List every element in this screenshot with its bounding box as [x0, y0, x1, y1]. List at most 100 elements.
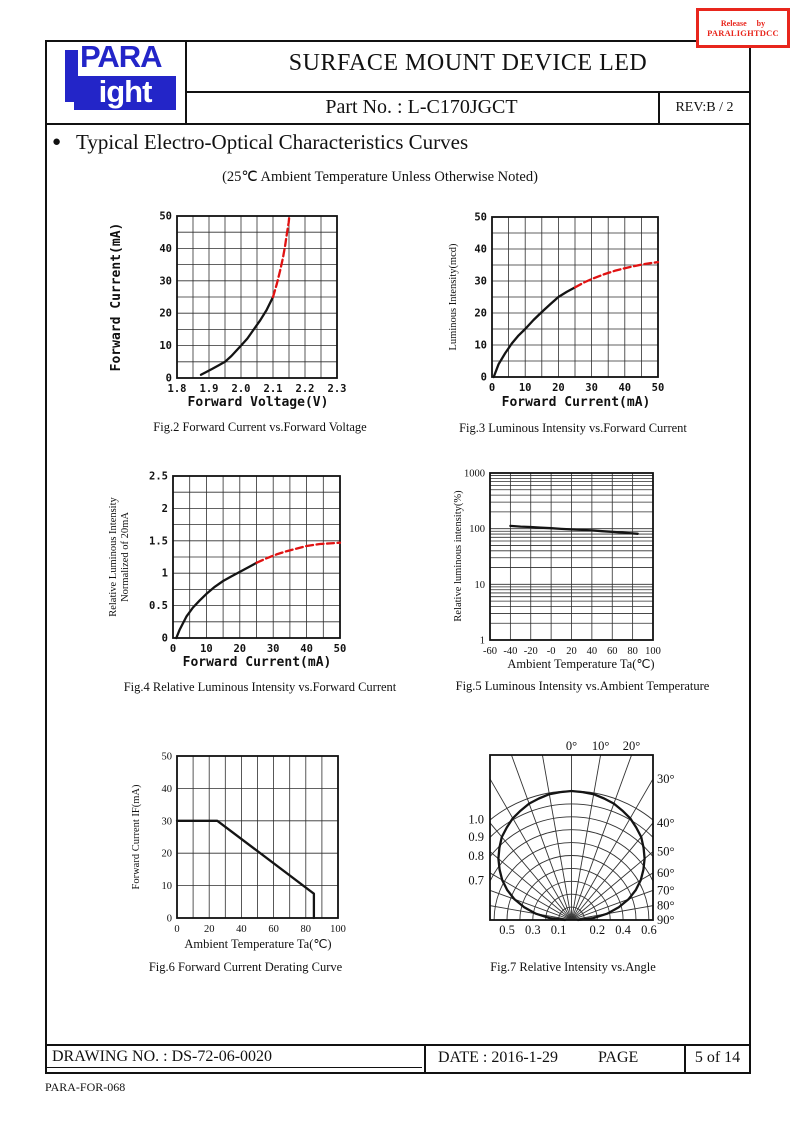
header-vertical-divider [185, 40, 187, 123]
svg-text:60°: 60° [657, 866, 675, 880]
svg-text:20: 20 [159, 308, 172, 320]
svg-text:10: 10 [200, 643, 213, 655]
svg-text:0.2: 0.2 [589, 923, 605, 937]
svg-text:0.5: 0.5 [149, 600, 168, 612]
svg-text:50: 50 [159, 211, 172, 223]
chart-fig5: -60 -40 -20 -0 20 40 60 80 100 1 10 100 1000 Ambient … [453, 469, 661, 672]
svg-text:40°: 40° [657, 816, 675, 830]
part-number: Part No. : L-C170JGCT [325, 96, 518, 118]
svg-text:Forward Voltage(V): Forward Voltage(V) [188, 395, 329, 410]
svg-text:0.3: 0.3 [525, 923, 541, 937]
svg-text:1.8: 1.8 [168, 383, 187, 395]
stamp-line1: Release by [720, 18, 766, 28]
svg-text:20: 20 [474, 308, 487, 320]
chart-fig2: 1.8 1.9 2.0 2.1 2.2 2.3 0 10 20 30 40 50 Forward Vol… [109, 211, 346, 411]
release-stamp: Release by PARALIGHTDCC [696, 8, 790, 48]
svg-text:10: 10 [475, 580, 486, 591]
svg-text:0: 0 [481, 372, 487, 384]
svg-text:Relative luminous intensity(%): Relative luminous intensity(%) [453, 490, 464, 622]
form-number: PARA-FOR-068 [45, 1080, 126, 1094]
svg-text:Relative Luminous Intensity: Relative Luminous Intensity [108, 496, 119, 616]
caption-fig4: Fig.4 Relative Luminous Intensity vs.For… [123, 680, 397, 694]
footer-date: DATE : 2016-1-29 [438, 1049, 558, 1066]
svg-text:20°: 20° [623, 739, 641, 753]
svg-text:1.5: 1.5 [149, 535, 168, 547]
svg-text:30: 30 [159, 275, 172, 287]
svg-text:10: 10 [519, 382, 532, 394]
svg-text:10: 10 [162, 881, 173, 892]
svg-text:1: 1 [480, 636, 485, 647]
header-bottom-border [45, 123, 751, 125]
svg-text:20: 20 [162, 849, 173, 860]
svg-text:80°: 80° [657, 899, 675, 913]
chart-fig6: 0 20 40 60 80 100 0 10 20 30 40 50 Ambient Temperatu… [131, 752, 346, 952]
caption-fig2: Fig.2 Forward Current vs.Forward Voltage [153, 420, 367, 434]
svg-text:-0: -0 [547, 646, 556, 657]
svg-text:20: 20 [233, 643, 246, 655]
chart-fig4: 0 10 20 30 40 50 0 0.5 1 1.5 2 2.5 Forward Current(m… [108, 471, 346, 671]
svg-text:40: 40 [300, 643, 313, 655]
svg-text:100: 100 [645, 646, 661, 657]
svg-text:30: 30 [474, 276, 487, 288]
drawing-number: DRAWING NO. : DS-72-06-0020 [52, 1048, 273, 1065]
svg-text:2.0: 2.0 [232, 383, 251, 395]
svg-text:10: 10 [159, 340, 172, 352]
svg-text:50°: 50° [657, 845, 675, 859]
bullet-icon: ● [52, 134, 62, 150]
header-title-divider [185, 91, 751, 93]
svg-text:Forward Current IF(mA): Forward Current IF(mA) [131, 784, 142, 889]
svg-text:1.9: 1.9 [200, 383, 219, 395]
svg-text:10°: 10° [592, 739, 610, 753]
footer-divider-2 [684, 1044, 686, 1074]
rev-cell-divider [658, 91, 660, 123]
svg-text:60: 60 [268, 924, 279, 935]
svg-text:0.4: 0.4 [615, 923, 631, 937]
svg-text:60: 60 [607, 646, 618, 657]
footer-top-border [45, 1044, 751, 1046]
para-light-logo: PARA ight [58, 39, 182, 117]
svg-text:70°: 70° [657, 883, 675, 897]
footer-page-label: PAGE [598, 1049, 639, 1066]
revision-label: REV:B / 2 [675, 100, 734, 115]
svg-text:0.6: 0.6 [641, 923, 657, 937]
svg-text:20: 20 [204, 924, 215, 935]
svg-text:Luminous Intensity(mcd): Luminous Intensity(mcd) [448, 243, 459, 351]
svg-text:2.5: 2.5 [149, 471, 168, 483]
svg-text:Forward Current(mA): Forward Current(mA) [183, 655, 332, 670]
svg-text:Forward Current(mA): Forward Current(mA) [502, 395, 651, 410]
logo-text-para: PARA [80, 39, 163, 74]
page-border [45, 40, 751, 1074]
svg-text:0: 0 [174, 924, 179, 935]
svg-text:50: 50 [652, 382, 665, 394]
svg-text:Ambient Temperature Ta(℃): Ambient Temperature Ta(℃) [507, 657, 654, 671]
svg-text:10: 10 [474, 340, 487, 352]
svg-text:20: 20 [552, 382, 565, 394]
svg-text:30: 30 [267, 643, 280, 655]
section-subtitle: (25℃ Ambient Temperature Unless Otherwis… [222, 169, 538, 185]
svg-text:40: 40 [236, 924, 247, 935]
svg-text:0°: 0° [566, 739, 577, 753]
caption-fig7: Fig.7 Relative Intensity vs.Angle [490, 960, 656, 974]
svg-text:0.7: 0.7 [468, 874, 484, 888]
svg-text:80: 80 [301, 924, 312, 935]
svg-text:40: 40 [618, 382, 631, 394]
svg-text:1: 1 [162, 568, 168, 580]
svg-text:1000: 1000 [464, 469, 485, 480]
svg-text:2: 2 [162, 503, 168, 515]
svg-text:30: 30 [585, 382, 598, 394]
svg-text:80: 80 [627, 646, 638, 657]
svg-text:1.0: 1.0 [468, 813, 484, 827]
svg-text:Ambient Temperature Ta(℃): Ambient Temperature Ta(℃) [184, 937, 331, 951]
svg-text:30°: 30° [657, 772, 675, 786]
svg-text:2.1: 2.1 [264, 383, 283, 395]
svg-text:90°: 90° [657, 913, 675, 927]
logo-text-ight: ight [74, 76, 176, 110]
footer-divider-1 [424, 1044, 426, 1074]
drawing-no-underline [47, 1067, 422, 1068]
svg-text:40: 40 [474, 244, 487, 256]
svg-text:Forward Current(mA): Forward Current(mA) [109, 223, 124, 372]
chart-fig7: 0° 10° 20° 30° 40° 50° 60° 70° 80°90° 1.0 0.9 0.8 0.… [468, 739, 675, 937]
svg-text:-60: -60 [483, 646, 497, 657]
svg-text:-40: -40 [503, 646, 517, 657]
